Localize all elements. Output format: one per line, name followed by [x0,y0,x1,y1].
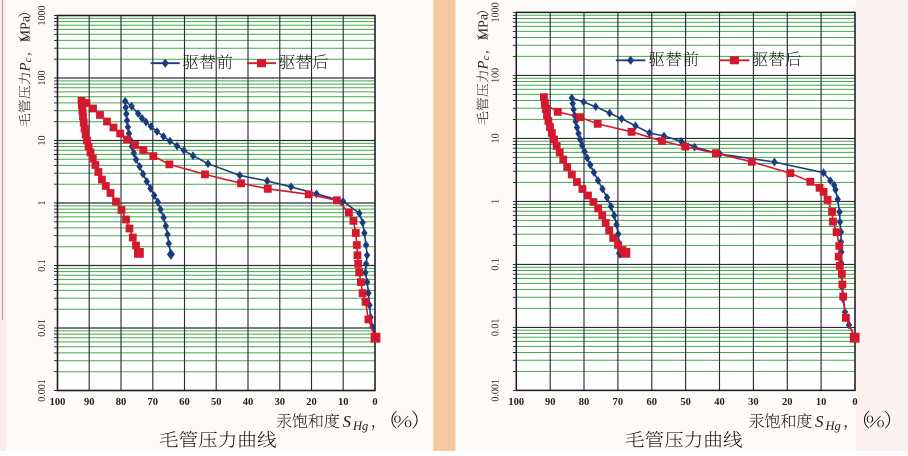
svg-text:20: 20 [306,397,317,408]
svg-text:0.001: 0.001 [37,379,48,402]
svg-text:Hg: Hg [352,419,368,433]
svg-text:100: 100 [491,68,502,83]
svg-text:100: 100 [37,71,48,86]
svg-text:50: 50 [211,397,222,408]
svg-text:50: 50 [680,397,691,408]
svg-text:10: 10 [37,136,48,146]
svg-text:100: 100 [508,397,524,408]
svg-text:90: 90 [545,397,556,408]
svg-text:40: 40 [714,397,725,408]
svg-text:10: 10 [491,133,502,143]
svg-text:0: 0 [852,397,857,408]
svg-text:P: P [476,60,492,70]
svg-text:c: c [22,57,34,62]
svg-text:0: 0 [372,397,377,408]
svg-text:90: 90 [84,397,95,408]
svg-text:0.1: 0.1 [37,259,48,272]
svg-text:100: 100 [50,397,66,408]
svg-text:30: 30 [275,397,286,408]
svg-text:0.001: 0.001 [491,379,502,402]
svg-text:0.01: 0.01 [491,319,502,337]
svg-text:60: 60 [647,397,658,408]
svg-text:S: S [815,412,824,431]
svg-text:P: P [18,62,34,72]
svg-text:70: 70 [613,397,624,408]
svg-text:20: 20 [782,397,793,408]
svg-text:1: 1 [37,201,48,206]
svg-text:60: 60 [179,397,190,408]
svg-text:1: 1 [491,199,502,204]
svg-text:70: 70 [148,397,159,408]
svg-text:c: c [480,55,492,60]
svg-text:0.1: 0.1 [491,258,502,271]
svg-text:1000: 1000 [491,2,502,22]
svg-text:30: 30 [748,397,759,408]
svg-text:0.01: 0.01 [37,319,48,337]
svg-text:1000: 1000 [37,6,48,26]
svg-text:MPa: MPa [477,13,492,40]
svg-text:40: 40 [243,397,254,408]
svg-text:80: 80 [579,397,590,408]
svg-text:MPa: MPa [19,15,34,42]
svg-text:S: S [343,412,352,431]
svg-text:Hg: Hg [825,419,841,433]
svg-text:80: 80 [116,397,127,408]
svg-text:10: 10 [338,397,349,408]
svg-text:10: 10 [816,397,827,408]
